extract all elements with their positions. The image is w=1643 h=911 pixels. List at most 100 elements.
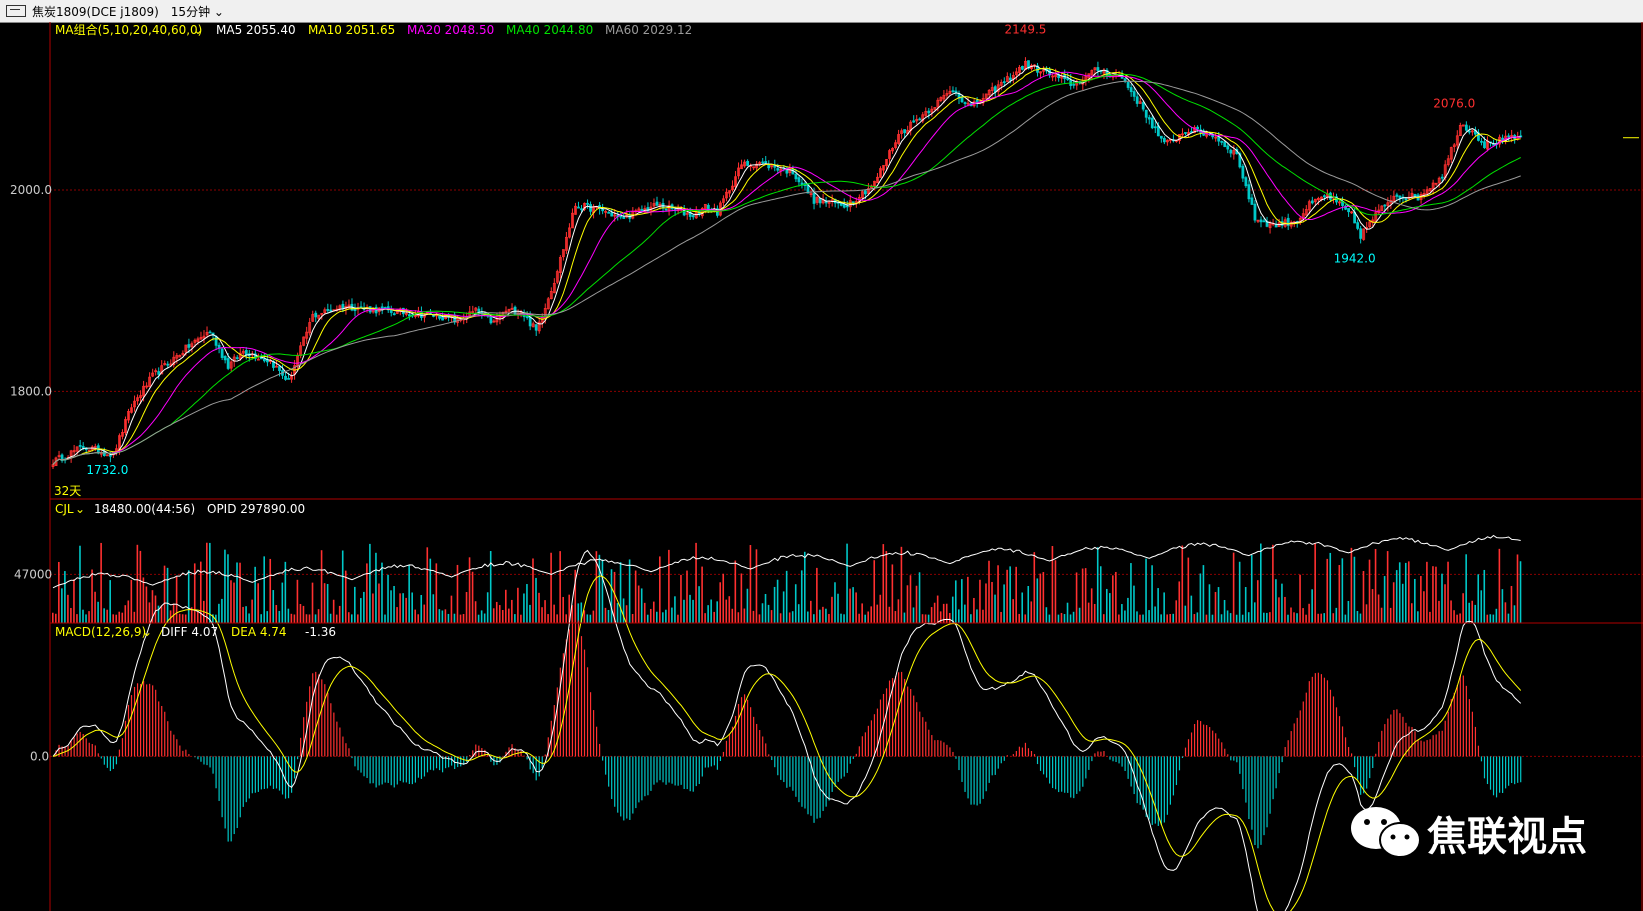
volume-bar bbox=[1305, 614, 1307, 623]
volume-bar bbox=[683, 599, 685, 623]
candle-body bbox=[1455, 135, 1459, 146]
candle-body bbox=[1471, 130, 1474, 133]
volume-bar bbox=[680, 574, 682, 623]
volume-bar bbox=[414, 609, 416, 623]
volume-bar bbox=[894, 611, 897, 623]
candle-body bbox=[1437, 177, 1441, 184]
candle-body bbox=[894, 142, 897, 148]
volume-bar bbox=[698, 586, 700, 623]
candle-body bbox=[124, 419, 127, 433]
volume-bar bbox=[967, 576, 969, 623]
volume-chevron-icon[interactable]: ⌄ bbox=[75, 502, 85, 516]
ma-group-chevron-icon[interactable]: ⌄ bbox=[193, 23, 203, 37]
volume-bar bbox=[224, 549, 226, 623]
volume-bar bbox=[375, 552, 377, 623]
volume-bar bbox=[67, 594, 69, 623]
window-menu-icon[interactable] bbox=[6, 5, 26, 17]
volume-bar bbox=[628, 559, 631, 623]
volume-bar bbox=[982, 609, 984, 623]
candle-body bbox=[863, 190, 867, 195]
volume-bar bbox=[1084, 568, 1087, 623]
volume-bar bbox=[568, 594, 571, 623]
symbol-label[interactable]: 焦炭1809(DCE j1809) bbox=[32, 4, 159, 19]
candle-body bbox=[1359, 228, 1363, 239]
volume-bar bbox=[408, 565, 410, 623]
candle-body bbox=[108, 454, 112, 457]
volume-bar bbox=[136, 544, 139, 623]
candle-body bbox=[1316, 198, 1320, 201]
candle-body bbox=[552, 282, 556, 294]
volume-bar bbox=[1033, 552, 1036, 623]
volume-bar bbox=[163, 565, 166, 623]
volume-bar bbox=[1145, 558, 1147, 623]
volume-bar bbox=[761, 603, 764, 623]
volume-bar bbox=[903, 612, 906, 623]
volume-bar bbox=[758, 614, 761, 623]
volume-bar bbox=[360, 598, 362, 623]
volume-bar bbox=[541, 607, 543, 623]
ma20-line bbox=[52, 71, 1521, 465]
volume-bar bbox=[1296, 613, 1298, 623]
volume-bar bbox=[1157, 588, 1159, 623]
candle-body bbox=[930, 108, 934, 113]
candle-body bbox=[1286, 217, 1290, 226]
volume-bar bbox=[1178, 581, 1181, 623]
volume-bar bbox=[127, 600, 130, 623]
volume-bar bbox=[961, 579, 963, 623]
volume-bar bbox=[1504, 602, 1507, 623]
volume-bar bbox=[973, 597, 975, 623]
candle-body bbox=[1374, 212, 1378, 222]
volume-bar bbox=[402, 593, 404, 623]
period-selector[interactable]: 15分钟 ⌄ bbox=[171, 3, 224, 20]
volume-bar bbox=[1096, 547, 1099, 623]
candle-body bbox=[1002, 81, 1006, 84]
dea-line bbox=[52, 575, 1522, 911]
volume-bar bbox=[580, 602, 583, 623]
volume-bar bbox=[73, 579, 75, 623]
candle-body bbox=[942, 95, 946, 100]
volume-bar bbox=[1275, 579, 1277, 623]
volume-bar bbox=[329, 613, 332, 623]
candle-body bbox=[1138, 101, 1142, 104]
candle-body bbox=[619, 215, 623, 218]
candle-body bbox=[1090, 69, 1094, 75]
volume-bar bbox=[864, 614, 866, 623]
volume-bar bbox=[58, 561, 60, 623]
volume-bar bbox=[1519, 561, 1522, 623]
macd-chevron-icon[interactable]: ⌄ bbox=[142, 625, 152, 639]
volume-bar bbox=[405, 597, 407, 623]
candle-body bbox=[87, 449, 91, 452]
candle-body bbox=[577, 206, 580, 209]
volume-bar bbox=[1223, 599, 1226, 623]
candle-body bbox=[945, 93, 949, 96]
candle-body bbox=[1205, 132, 1209, 137]
candle-body bbox=[1223, 141, 1227, 148]
candle-body bbox=[755, 163, 759, 169]
volume-bar bbox=[779, 613, 782, 623]
volume-bar bbox=[1284, 596, 1286, 623]
volume-bar bbox=[695, 542, 697, 623]
candle-body bbox=[226, 358, 230, 369]
candle-body bbox=[571, 212, 574, 229]
volume-bar bbox=[1486, 614, 1489, 623]
volume-indicator-label[interactable]: CJL bbox=[55, 502, 74, 516]
candle-body bbox=[900, 130, 904, 134]
volume-bar bbox=[852, 587, 854, 623]
volume-bar bbox=[1154, 606, 1156, 623]
volume-bar bbox=[1232, 552, 1235, 623]
candle-body bbox=[1181, 133, 1184, 136]
candle-body bbox=[1307, 201, 1311, 211]
macd-indicator-label[interactable]: MACD(12,26,9) bbox=[55, 625, 146, 639]
volume-bar bbox=[1293, 612, 1295, 623]
kline-chart[interactable]: MA组合(5,10,20,40,60,0) ⌄ MA5 2055.40 MA10… bbox=[0, 22, 1643, 911]
volume-bar bbox=[1169, 614, 1171, 623]
candle-body bbox=[329, 309, 333, 312]
volume-tick-label: 47000 bbox=[14, 567, 52, 581]
volume-bar bbox=[118, 611, 121, 623]
volume-bar bbox=[1362, 571, 1365, 623]
volume-bar bbox=[272, 590, 275, 623]
volume-bar bbox=[266, 611, 269, 623]
ma-group-label[interactable]: MA组合(5,10,20,40,60,0) bbox=[55, 22, 202, 37]
volume-bar bbox=[1474, 604, 1477, 623]
open-interest-line bbox=[52, 534, 1521, 589]
